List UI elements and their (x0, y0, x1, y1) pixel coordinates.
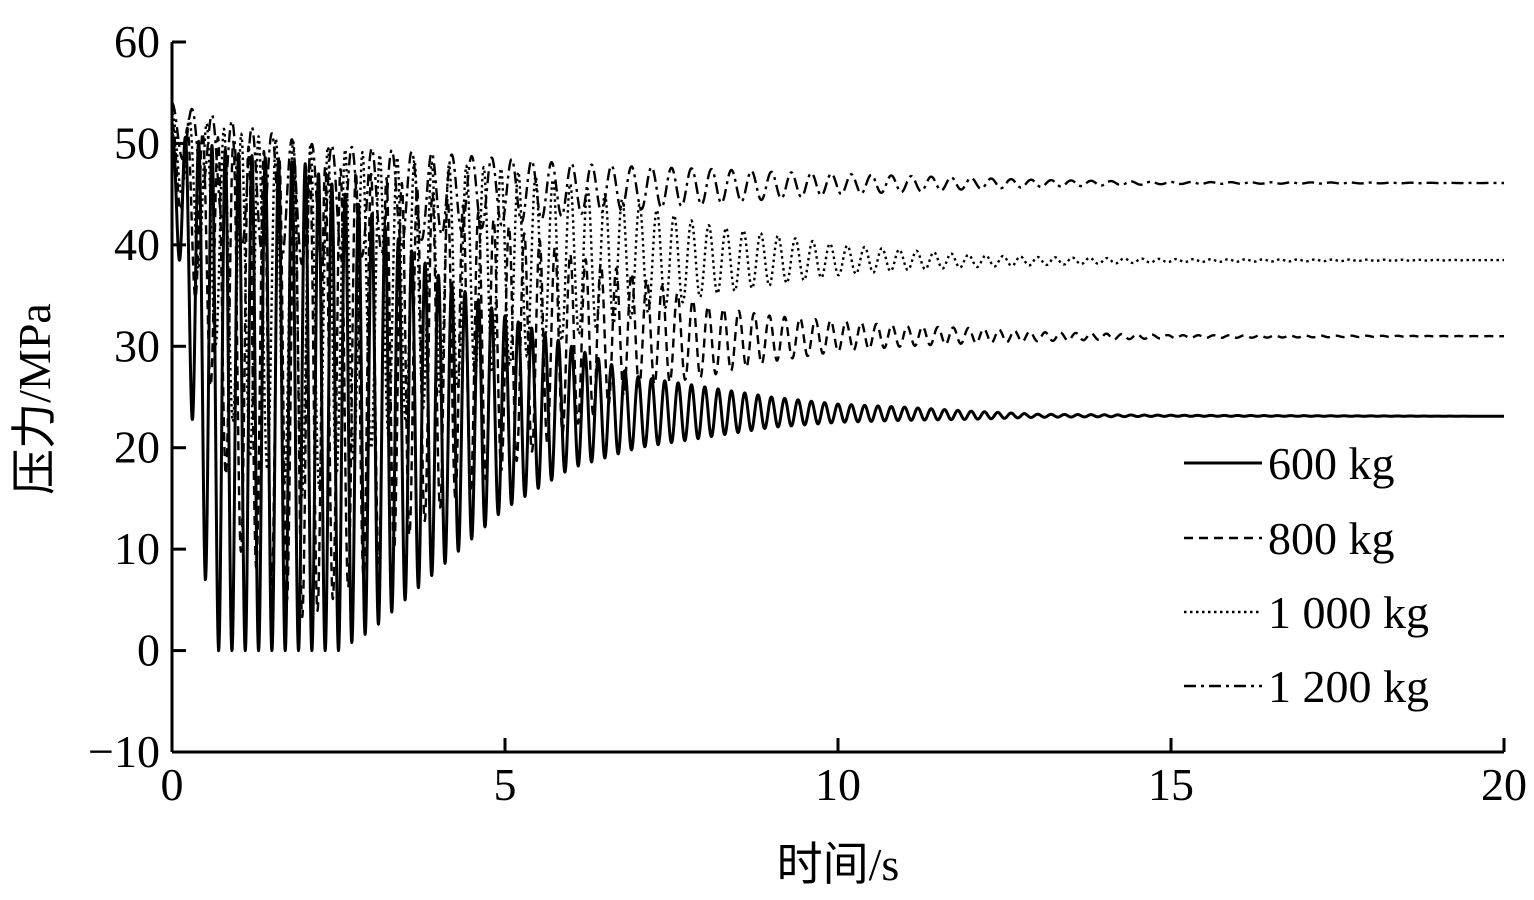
legend-label-2: 800 kg (1268, 513, 1395, 564)
legend-label-4: 1 200 kg (1268, 661, 1429, 712)
legend-label-1: 600 kg (1268, 438, 1395, 489)
y-axis-title: 压力/MPa (9, 303, 60, 495)
y-tick-label: 0 (137, 625, 160, 676)
x-tick-label: 5 (494, 759, 517, 810)
legend: 600 kg 800 kg 1 000 kg 1 200 kg (1184, 438, 1429, 712)
y-tick-label: −10 (88, 726, 160, 777)
x-tick-label: 20 (1481, 759, 1527, 810)
y-tick-label: 60 (114, 16, 160, 67)
y-tick-label: 30 (114, 320, 160, 371)
y-tick-label: 20 (114, 422, 160, 473)
series-line-1 (170, 132, 1506, 653)
y-tick-label: 40 (114, 219, 160, 270)
series-layer (170, 101, 1506, 653)
series-line-4 (171, 101, 1505, 266)
y-tick-label: 50 (114, 117, 160, 168)
legend-label-3: 1 000 kg (1268, 587, 1429, 638)
series-line-2 (171, 122, 1505, 619)
x-axis-title: 时间/s (777, 839, 900, 890)
x-tick-label: 15 (1148, 759, 1194, 810)
x-tick-label: 0 (161, 759, 184, 810)
axes-layer (170, 42, 1504, 754)
x-tick-label: 10 (815, 759, 861, 810)
series-line-3 (171, 111, 1505, 497)
y-tick-label: 10 (114, 523, 160, 574)
